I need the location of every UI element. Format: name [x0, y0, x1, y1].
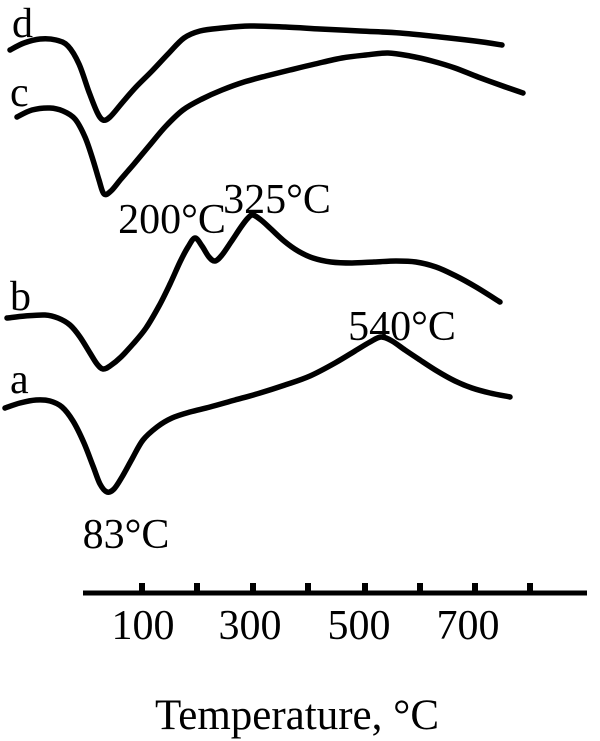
- x-axis: 100 300 500 700: [83, 583, 587, 649]
- x-axis-ticks: [139, 583, 533, 593]
- x-tick-label-700: 700: [437, 603, 500, 649]
- x-axis-title: Temperature, °C: [155, 692, 439, 739]
- curves-group: [2, 23, 526, 495]
- curve-b: [4, 212, 503, 372]
- curve-c: [14, 50, 526, 198]
- peak-annotation: 540°C: [348, 304, 456, 350]
- curve-label-c: c: [10, 70, 29, 116]
- x-axis-tick-labels: 100 300 500 700: [112, 603, 500, 649]
- curve-a: [2, 334, 513, 495]
- curve-label-a: a: [10, 357, 29, 403]
- peak-annotation: 200°C: [118, 197, 226, 243]
- x-tick-label-300: 300: [219, 603, 282, 649]
- x-tick-label-100: 100: [112, 603, 175, 649]
- peak-annotation: 83°C: [83, 512, 170, 558]
- curve-label-d: d: [12, 1, 33, 47]
- curve-d: [7, 23, 505, 124]
- curve-labels-group: ab cd: [10, 1, 33, 403]
- curve-label-b: b: [10, 274, 31, 320]
- peak-annotation: 325°C: [223, 177, 331, 223]
- x-tick-label-500: 500: [328, 603, 391, 649]
